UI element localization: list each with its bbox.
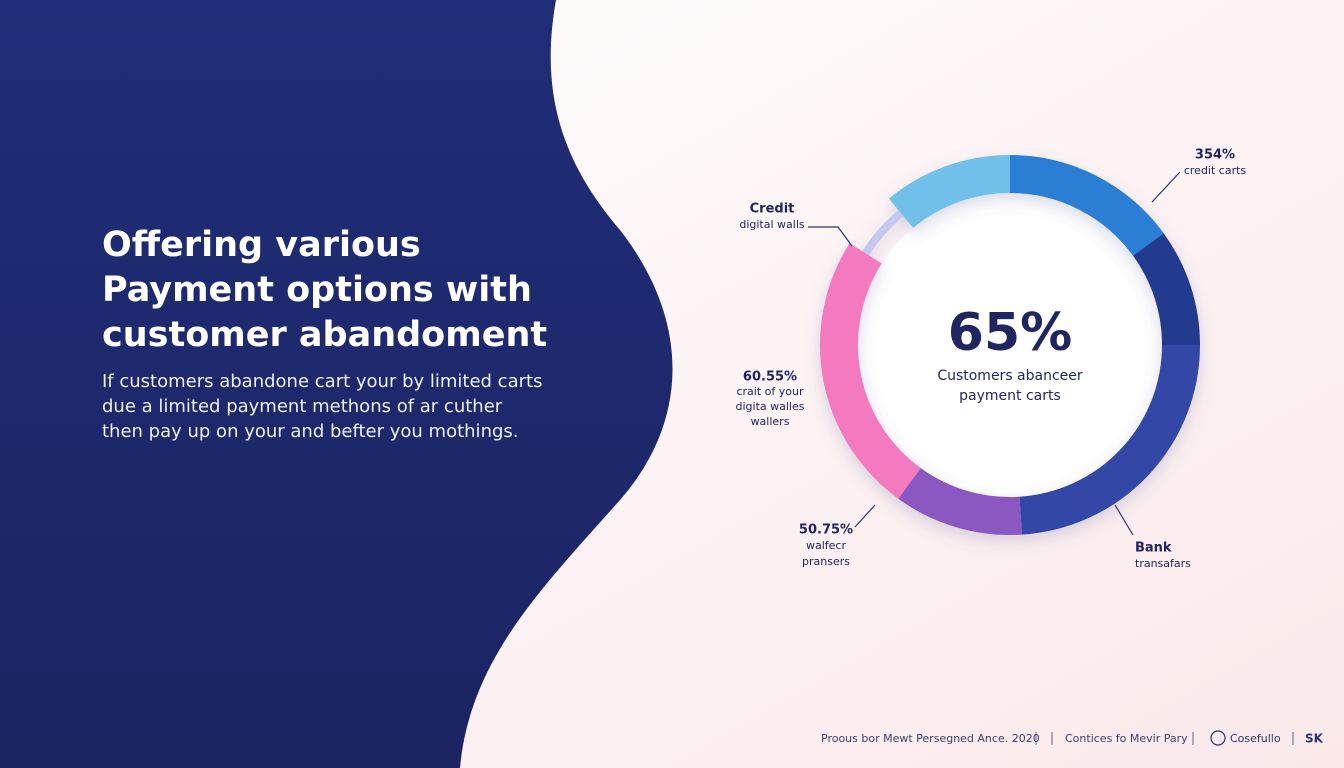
brand-name: Cosefullo bbox=[1230, 732, 1281, 745]
center-value: 65% bbox=[948, 303, 1072, 363]
leader-line bbox=[1114, 504, 1134, 536]
footer-text: Proous bor Mewt Persegned Ance. 2020 bbox=[821, 732, 1040, 745]
donut-center bbox=[858, 193, 1162, 497]
left-panel bbox=[0, 0, 673, 768]
footer-text[interactable]: Contices fo Mevir Pary bbox=[1065, 732, 1188, 745]
center-label: payment carts bbox=[959, 388, 1061, 404]
annotation: 60.55% bbox=[743, 370, 797, 385]
brand-mark: SK bbox=[1305, 732, 1324, 746]
donut-segment bbox=[1019, 344, 1200, 535]
body-line: due a limited payment methons of ar cuth… bbox=[102, 396, 503, 417]
leader-line bbox=[854, 504, 876, 528]
donut-segment bbox=[1132, 233, 1200, 346]
annotation: credit carts bbox=[1184, 164, 1247, 177]
annotation: Credit bbox=[750, 202, 795, 217]
donut-segment bbox=[820, 243, 921, 499]
title-line: Payment options with bbox=[102, 270, 532, 310]
donut-segment bbox=[1009, 155, 1164, 257]
annotation: 354% bbox=[1195, 148, 1235, 163]
annotation: Bank bbox=[1135, 541, 1172, 556]
annotation: crait of your bbox=[736, 385, 803, 398]
annotation: digita walles bbox=[736, 400, 805, 413]
leader-line bbox=[808, 226, 853, 247]
center-label: Customers abanceer bbox=[937, 368, 1083, 384]
annotation: wallers bbox=[751, 415, 790, 428]
title-line: Offering various bbox=[102, 225, 421, 265]
annotation: 50.75% bbox=[799, 523, 853, 538]
donut-segment bbox=[862, 210, 904, 256]
annotation: transafars bbox=[1135, 557, 1191, 570]
body-line: then pay up on your and befter you mothi… bbox=[102, 421, 519, 442]
donut-segment bbox=[898, 467, 1022, 535]
donut-segment bbox=[888, 155, 1011, 229]
body-line: If customers abandone cart your by limit… bbox=[102, 371, 542, 392]
annotation: walfecr bbox=[806, 539, 846, 552]
brand-icon bbox=[1210, 730, 1226, 746]
leader-line bbox=[1151, 171, 1181, 203]
title-line: customer abandoment bbox=[102, 315, 547, 355]
annotation: digital walls bbox=[739, 218, 805, 231]
annotation: pransers bbox=[802, 555, 850, 568]
